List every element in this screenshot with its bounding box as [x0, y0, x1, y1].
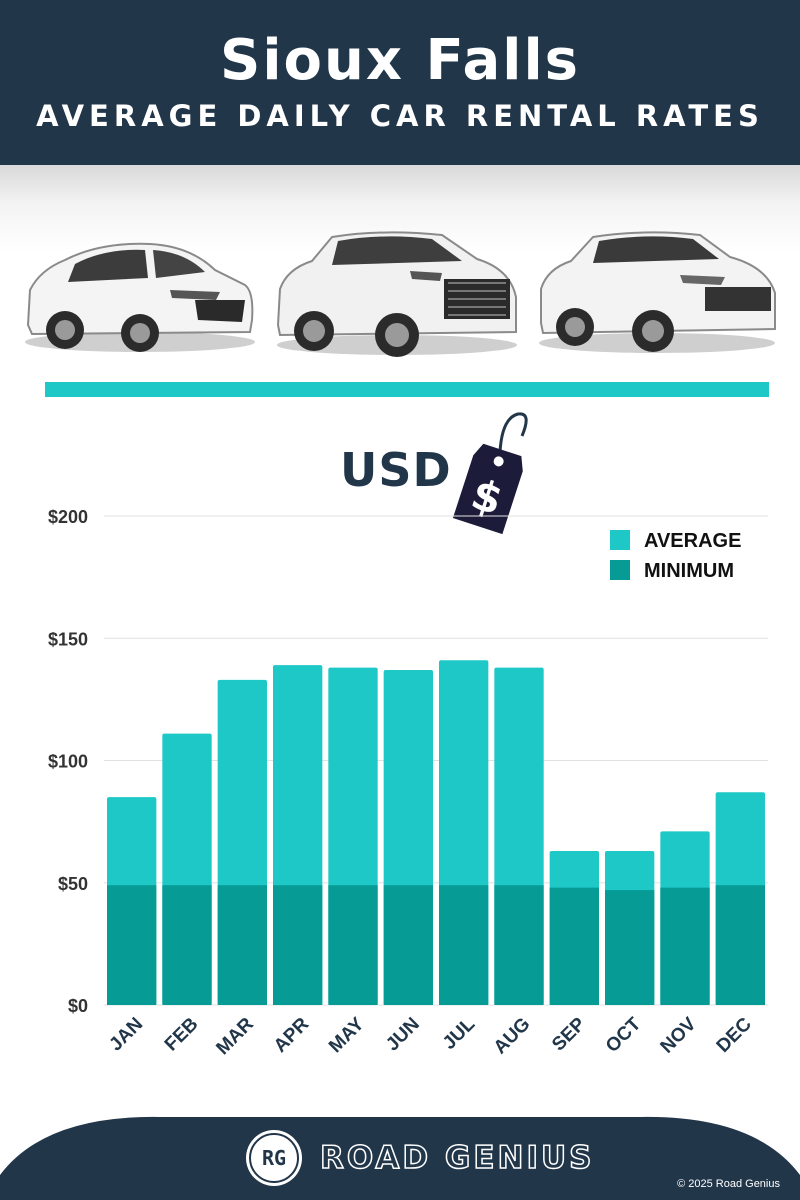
x-tick-label: APR — [270, 1013, 313, 1056]
bar-minimum — [383, 885, 433, 1005]
car-crossover-icon — [539, 231, 776, 353]
legend-swatch — [610, 560, 630, 580]
legend-label: MINIMUM — [644, 560, 734, 582]
bar-minimum — [217, 885, 267, 1005]
footer-banner — [0, 1116, 800, 1200]
header-banner: Sioux Falls AVERAGE DAILY CAR RENTAL RAT… — [0, 0, 800, 165]
y-tick-label: $0 — [68, 996, 88, 1016]
y-tick-label: $50 — [58, 874, 88, 894]
y-tick-label: $100 — [48, 752, 88, 772]
page-subtitle: AVERAGE DAILY CAR RENTAL RATES — [36, 99, 764, 133]
brand-badge: RG — [246, 1130, 302, 1186]
legend-swatch — [610, 530, 630, 550]
car-images-strip — [0, 165, 800, 380]
x-tick-label: NOV — [657, 1013, 701, 1057]
brand-name: ROAD GENIUS — [319, 1139, 595, 1177]
x-tick-label: FEB — [161, 1014, 203, 1056]
x-tick-label: MAR — [212, 1013, 258, 1059]
x-tick-label: JAN — [105, 1014, 147, 1056]
x-tick-label: DEC — [713, 1013, 756, 1056]
bar-minimum — [273, 885, 323, 1005]
bar-minimum — [107, 885, 157, 1005]
bar-minimum — [328, 885, 378, 1005]
bar-minimum — [715, 885, 765, 1005]
section-divider — [45, 382, 769, 397]
brand-initials: RG — [249, 1133, 299, 1183]
brand-logo: RG ROAD GENIUS — [246, 1127, 595, 1189]
bar-minimum — [439, 885, 489, 1005]
rental-rates-chart: $0$50$100$150$200 JAN FEB MAR APR MAY JUN JUL A… — [48, 507, 768, 1059]
bar-minimum — [605, 890, 655, 1005]
y-tick-label: $150 — [48, 629, 88, 649]
x-tick-label: JUN — [382, 1014, 424, 1056]
page-title: Sioux Falls — [220, 28, 580, 93]
copyright-text: © 2025 Road Genius — [677, 1178, 780, 1190]
bar-minimum — [549, 887, 599, 1005]
y-tick-label: $200 — [48, 507, 88, 527]
bar-minimum — [494, 885, 544, 1005]
currency-label: USD — [340, 443, 452, 497]
bar-minimum — [660, 887, 710, 1005]
x-tick-label: AUG — [490, 1014, 535, 1059]
legend-label: AVERAGE — [644, 530, 741, 552]
x-tick-label: MAY — [325, 1013, 369, 1057]
x-tick-label: OCT — [602, 1013, 645, 1056]
car-suv-icon — [276, 231, 517, 357]
car-hatchback-icon — [25, 242, 255, 352]
x-tick-label: SEP — [548, 1013, 590, 1055]
x-tick-label: JUL — [439, 1013, 480, 1054]
bar-minimum — [162, 885, 212, 1005]
